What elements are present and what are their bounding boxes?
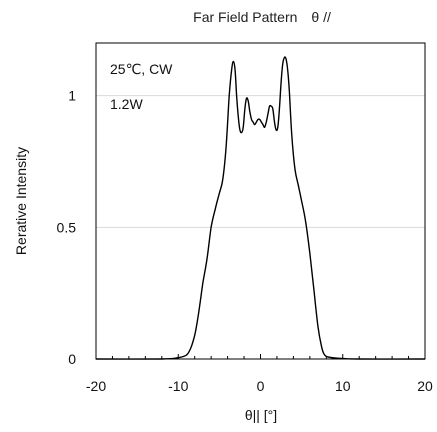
intensity-curve: [95, 56, 426, 360]
y-tick-label: 0.5: [57, 219, 77, 235]
y-tick-label: 1: [68, 88, 76, 104]
y-axis-label: Rerative Intensity: [13, 147, 29, 255]
x-tick-label: 0: [257, 378, 265, 394]
x-tick-labels: -20 -10 0 10 20: [86, 378, 433, 394]
plot-frame: [95, 42, 426, 360]
chart-title: Far Field Pattern θ //: [193, 9, 331, 25]
x-tick-label: 10: [335, 378, 351, 394]
gridlines: [96, 95, 425, 228]
y-tick-label: 0: [68, 351, 76, 367]
x-tick-label: -20: [86, 378, 106, 394]
x-axis-ticks: [95, 354, 426, 359]
annotation-power: 1.2W: [110, 96, 143, 112]
y-tick-labels: 00.51: [57, 88, 77, 367]
annotation-condition: 25℃, CW: [110, 61, 173, 77]
x-tick-label: 20: [417, 378, 433, 394]
x-axis-label: θ|| [°]: [245, 407, 277, 423]
x-tick-label: -10: [168, 378, 188, 394]
